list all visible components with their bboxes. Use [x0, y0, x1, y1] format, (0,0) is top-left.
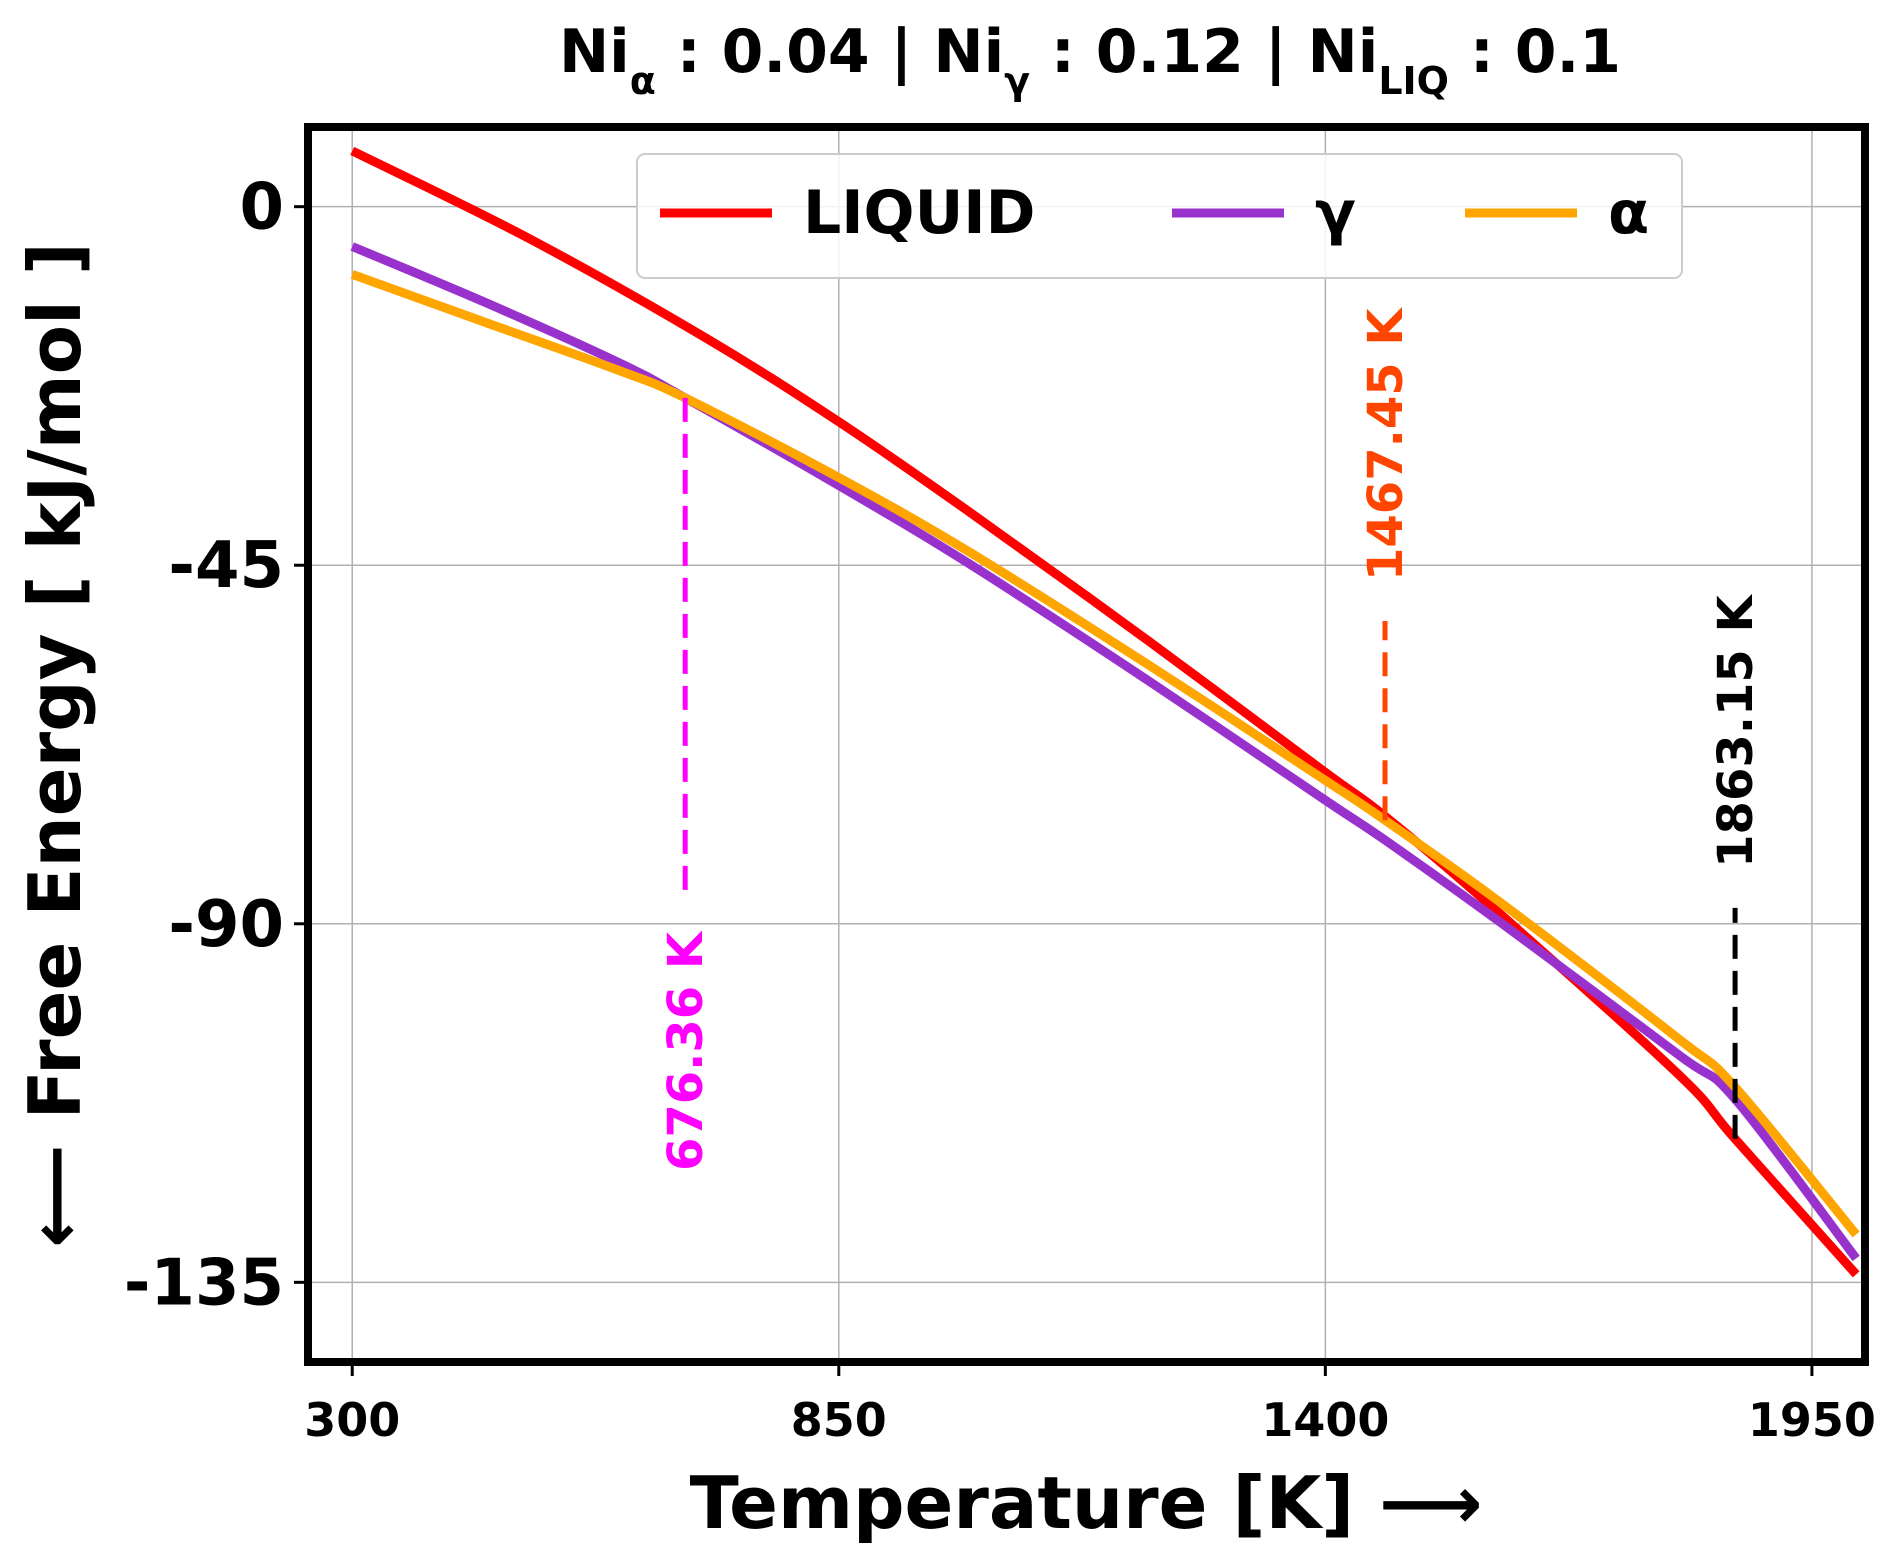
annotation-label: 1863.15 K [1708, 594, 1764, 868]
series-line-γ [350, 242, 1860, 1262]
title: Niα : 0.04 | Niγ : 0.12 | NiLIQ : 0.1 [559, 17, 1621, 103]
legend-label: γ [1315, 178, 1356, 248]
grid [308, 127, 1865, 1362]
title-part-base: Ni [933, 17, 1004, 87]
y-tick-label: -90 [168, 888, 284, 962]
title-part-value: : 0.1 [1449, 17, 1621, 87]
y-tick-label: -45 [168, 529, 284, 603]
x-tick-label: 850 [791, 1393, 887, 1447]
plot-frame [304, 123, 1869, 1366]
x-axis-label: Temperature [K] ⟶ [690, 1461, 1483, 1545]
title-part-base: Ni [1308, 17, 1379, 87]
annotations: 676.36 K 1467.45 K 1863.15 K [658, 307, 1764, 1171]
x-tick-label: 300 [304, 1393, 400, 1447]
title-part-base: Ni [559, 17, 630, 87]
y-tick-label: 0 [239, 171, 284, 245]
x-tick-label: 1400 [1261, 1393, 1389, 1447]
chart-title: Niα : 0.04 | Niγ : 0.12 | NiLIQ : 0.1 [559, 17, 1621, 103]
axis-ticks: 300 850 1400 1950 0 -45 -90 -135 [124, 171, 1876, 1447]
title-part-value: : 0.04 [656, 17, 870, 87]
title-part-subscript: α [630, 59, 656, 103]
title-separator: | [870, 17, 934, 87]
annotation-label: 676.36 K [658, 930, 714, 1171]
annotation-label: 1467.45 K [1358, 307, 1414, 581]
legend-label: α [1608, 178, 1649, 248]
series-line-LIQUID [350, 146, 1860, 1278]
legend-label: LIQUID [803, 178, 1035, 248]
y-axis-label: ⟵ Free Energy [ kJ/mol ] [13, 242, 97, 1248]
x-tick-label: 1950 [1748, 1393, 1876, 1447]
title-part-value: : 0.12 [1030, 17, 1244, 87]
y-tick-label: -135 [124, 1246, 284, 1320]
series-line-α [350, 270, 1860, 1238]
legend-box [636, 153, 1683, 279]
series-lines [350, 146, 1860, 1278]
title-part-subscript: LIQ [1378, 59, 1449, 103]
title-part-subscript: γ [1004, 59, 1030, 103]
title-separator: | [1244, 17, 1308, 87]
legend: LIQUID γ α [636, 153, 1683, 279]
